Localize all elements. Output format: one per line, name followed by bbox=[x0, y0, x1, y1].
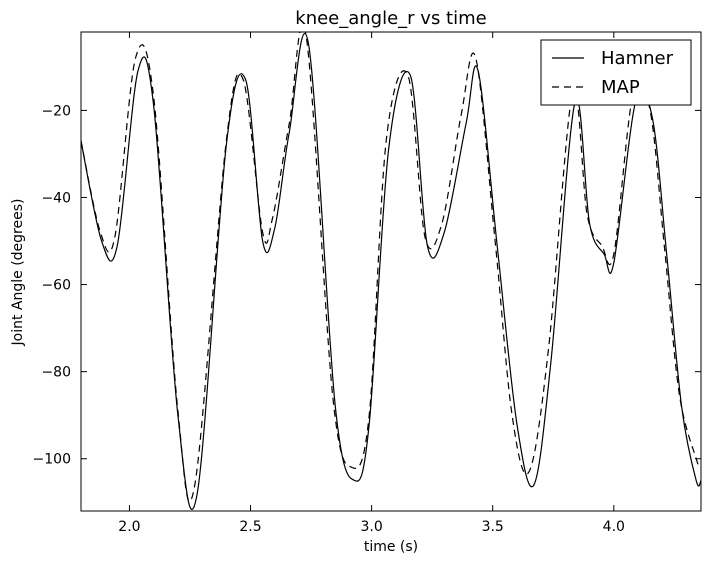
x-axis-label: time (s) bbox=[364, 539, 418, 555]
y-axis-ticks: −20 −40 −60 −80 −100 bbox=[33, 103, 701, 468]
x-tick-label: 2.5 bbox=[239, 519, 261, 535]
legend-box bbox=[540, 39, 692, 106]
x-tick-label: 2.0 bbox=[118, 519, 140, 535]
series-line-hamner bbox=[81, 33, 701, 510]
chart-title: knee_angle_r vs time bbox=[295, 8, 486, 29]
y-tick-label: −20 bbox=[41, 103, 71, 119]
x-tick-label: 3.5 bbox=[482, 519, 504, 535]
series-layer bbox=[81, 32, 701, 510]
x-tick-label: 4.0 bbox=[603, 519, 625, 535]
x-axis-ticks: 2.0 2.5 3.0 3.5 4.0 bbox=[118, 32, 625, 535]
y-tick-label: −60 bbox=[41, 278, 71, 294]
y-axis-label: Joint Angle (degrees) bbox=[10, 199, 26, 347]
plot-frame bbox=[80, 31, 702, 512]
legend-label-map: MAP bbox=[601, 77, 640, 98]
x-tick-label: 3.0 bbox=[360, 519, 382, 535]
y-tick-label: −40 bbox=[41, 190, 71, 206]
y-tick-label: −80 bbox=[41, 365, 71, 381]
y-tick-label: −100 bbox=[33, 452, 71, 468]
legend: Hamner MAP bbox=[540, 39, 692, 106]
legend-label-hamner: Hamner bbox=[601, 48, 674, 69]
